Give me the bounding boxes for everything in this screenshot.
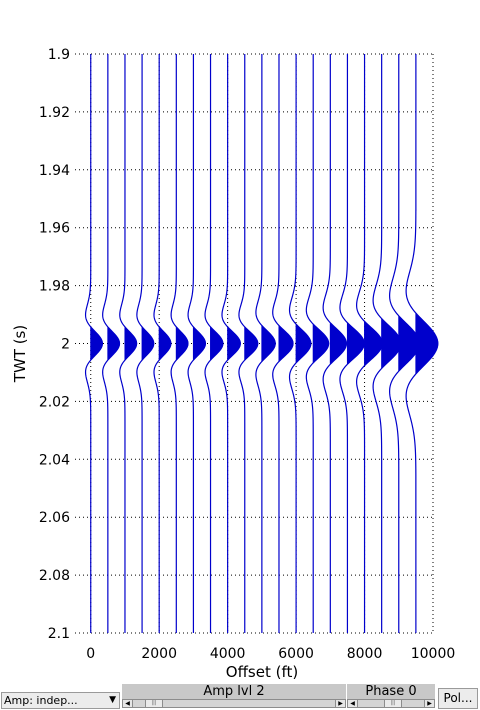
trace-fill [158, 326, 172, 361]
trace-line [204, 54, 224, 634]
x-tick-labels: 0 2000 4000 6000 8000 10000 [86, 646, 455, 662]
x-tick-label: 10000 [411, 646, 456, 662]
trace-line [322, 54, 348, 634]
phase-slider-thumb[interactable]: ||| [384, 700, 402, 707]
seismic-trace [170, 54, 189, 634]
x-tick-label: 2000 [141, 646, 177, 662]
trace-line [84, 54, 103, 634]
slider-left-arrow-icon[interactable]: ◀ [348, 700, 358, 707]
seismic-trace [305, 54, 330, 633]
seismic-trace [272, 54, 294, 634]
x-tick-label: 8000 [347, 646, 383, 662]
seismic-trace [204, 54, 224, 634]
wiggle-traces [84, 54, 439, 634]
trace-line [255, 54, 276, 634]
trace-fill [261, 325, 276, 362]
y-tick-label: 2.1 [48, 626, 70, 642]
x-tick-label: 4000 [210, 646, 246, 662]
trace-fill [278, 325, 294, 362]
amp-level-label: Amp lvl 2 [122, 684, 346, 699]
trace-line [170, 54, 189, 634]
y-tick-label: 1.9 [48, 47, 70, 63]
trace-line [119, 54, 138, 634]
amp-level-slider-thumb[interactable]: ||| [145, 700, 163, 707]
trace-fill [329, 323, 347, 364]
y-tick-label: 1.96 [39, 221, 70, 237]
trace-fill [124, 326, 138, 361]
y-tick-label: 2.02 [39, 394, 70, 410]
y-tick-label: 2 [61, 337, 70, 353]
trace-fill [415, 313, 439, 374]
phase-label: Phase 0 [347, 684, 435, 699]
y-tick-label: 1.94 [39, 163, 70, 179]
polarity-button[interactable]: Pol... [438, 688, 478, 709]
seismic-trace [238, 54, 259, 634]
seismic-trace [405, 54, 439, 634]
phase-slider[interactable]: ◀ ||| ▶ [347, 699, 435, 708]
seismic-trace [136, 54, 155, 634]
seismic-gather-chart: 1.91.921.941.961.9822.022.042.062.082.1 … [11, 47, 455, 681]
y-axis-label: TWT (s) [11, 325, 29, 383]
y-tick-labels: 1.9 1.92 1.94 1.96 1.98 2 2.02 2.04 2.06 2.08 2.1 [39, 47, 70, 642]
trace-line [305, 54, 330, 633]
seismic-trace [187, 54, 207, 634]
trace-fill [210, 326, 224, 361]
trace-fill [244, 326, 259, 361]
y-tick-label: 1.92 [39, 105, 70, 121]
trace-line [272, 54, 294, 634]
x-tick-label: 0 [86, 646, 95, 662]
seismic-trace [119, 54, 138, 634]
trace-line [238, 54, 259, 634]
x-tick-label: 6000 [278, 646, 314, 662]
trace-line [288, 54, 312, 634]
y-tick-label: 2.04 [39, 452, 70, 468]
trace-fill [175, 326, 189, 361]
trace-fill [312, 323, 330, 364]
slider-right-arrow-icon[interactable]: ▶ [335, 700, 345, 707]
amp-level-slider[interactable]: ◀ ||| ▶ [122, 699, 346, 708]
y-tick-label: 2.06 [39, 510, 70, 526]
seismic-trace [322, 54, 348, 634]
x-axis-label: Offset (ft) [226, 663, 298, 681]
chevron-down-icon: ▼ [109, 695, 116, 705]
seismic-trace [102, 54, 121, 634]
seismic-trace [153, 54, 172, 634]
trace-fill [227, 326, 241, 361]
trace-line [153, 54, 172, 634]
slider-right-arrow-icon[interactable]: ▶ [424, 700, 434, 707]
trace-fill [346, 322, 365, 365]
amp-mode-select[interactable]: Amp: indep... ▼ [1, 692, 120, 709]
trace-line [405, 54, 439, 634]
slider-left-arrow-icon[interactable]: ◀ [123, 700, 133, 707]
trace-line [102, 54, 121, 634]
y-tick-label: 1.98 [39, 279, 70, 295]
seismic-trace [221, 54, 241, 634]
seismic-trace [288, 54, 312, 634]
trace-line [136, 54, 155, 634]
trace-fill [381, 318, 402, 369]
trace-line [187, 54, 207, 634]
control-strip: Amp: indep... ▼ Amp lvl 2 ◀ ||| ▶ Phase … [0, 683, 480, 710]
y-tick-label: 2.08 [39, 568, 70, 584]
trace-line [221, 54, 241, 634]
amp-mode-value: Amp: indep... [4, 694, 78, 707]
trace-fill [364, 321, 383, 366]
trace-fill [141, 326, 155, 361]
seismic-trace [84, 54, 103, 634]
trace-fill [295, 324, 312, 363]
seismic-trace [255, 54, 276, 634]
